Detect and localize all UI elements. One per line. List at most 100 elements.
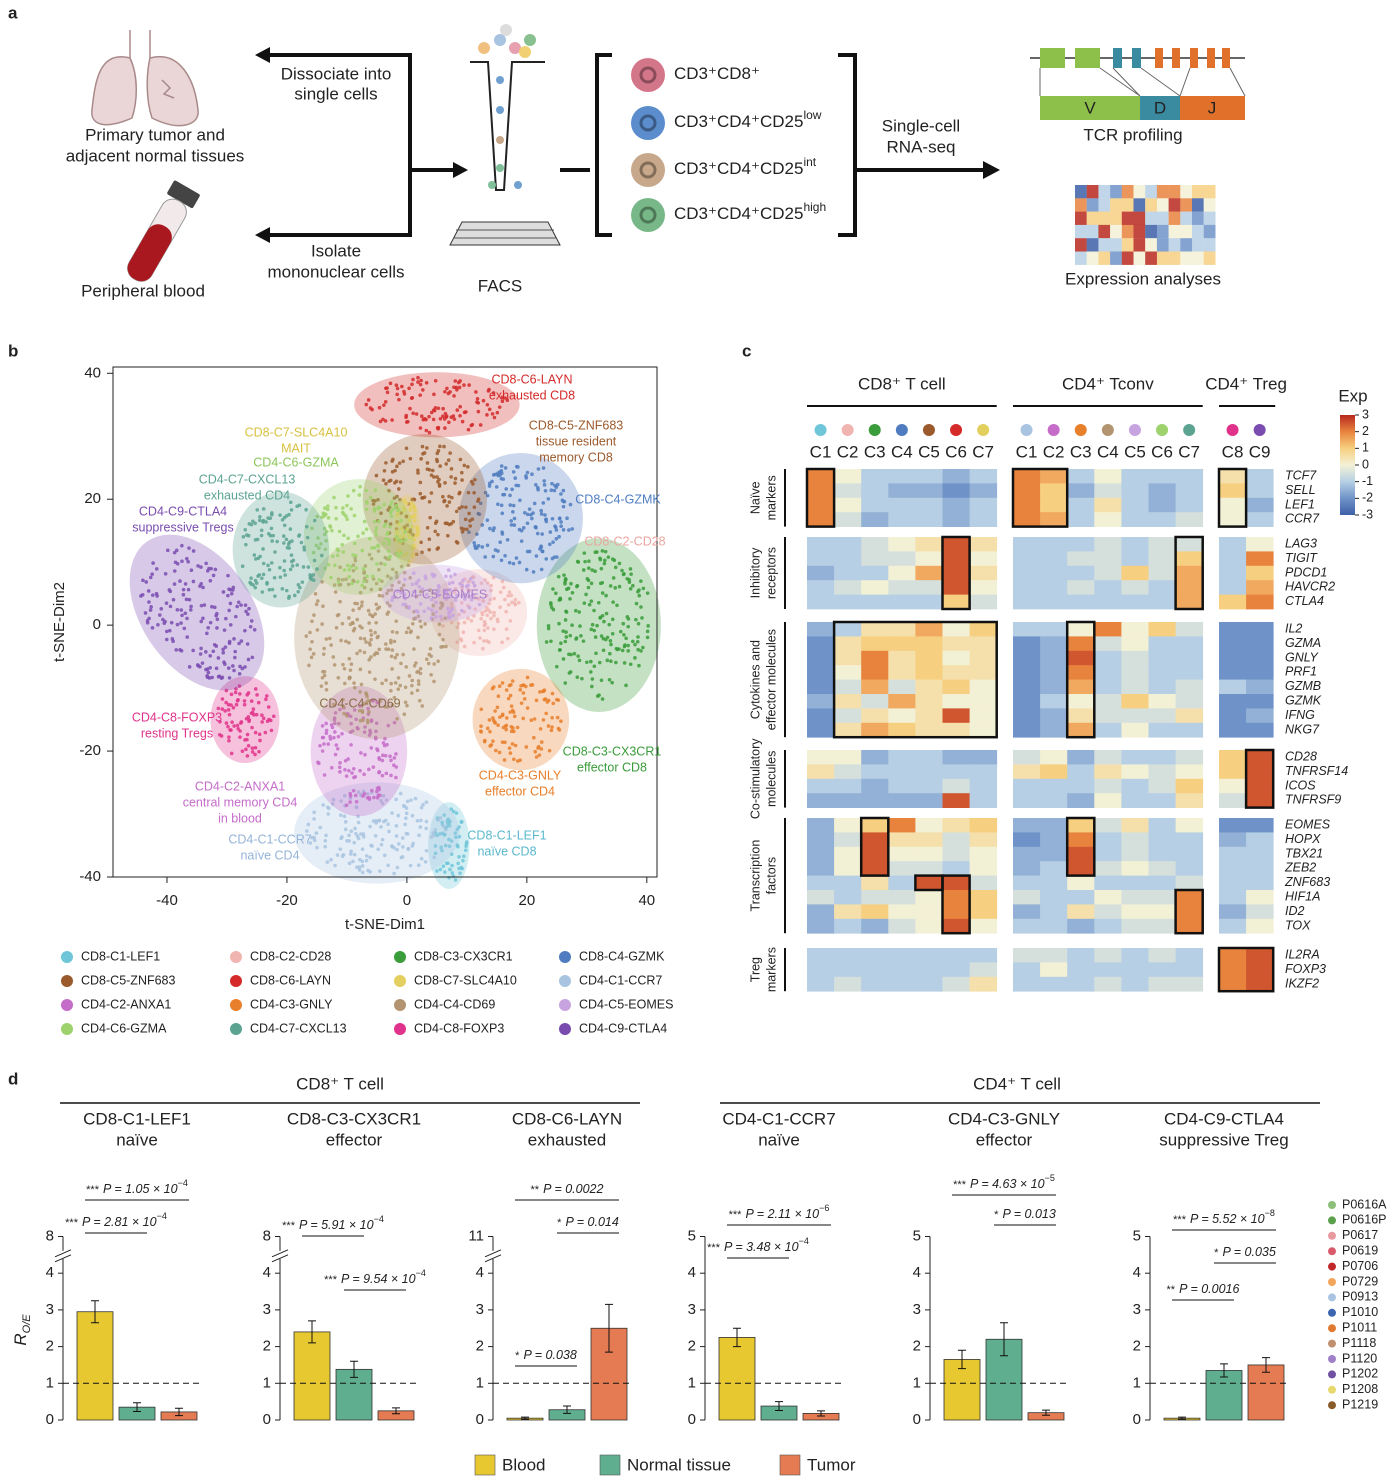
cell-dot [421,417,426,422]
cell-dot [429,673,433,677]
cell-dot [373,529,378,534]
cell-dot [254,712,259,717]
cell-dot [368,495,373,500]
cell-dot [467,530,471,534]
cell-dot [347,768,351,773]
cell-dot [238,735,242,739]
heat-cell [1067,750,1095,765]
cell-dot [384,481,388,486]
cell-dot [354,799,359,804]
cell-dot [267,567,272,572]
cell-dot [403,529,407,534]
label: P0616P [1342,1213,1386,1227]
mini-heat-cell [1203,198,1216,212]
cell-dot [146,589,151,593]
heat-cell [1175,622,1204,637]
heat-cell [1040,665,1068,680]
cell-dot [378,419,383,424]
cell-dot [433,827,438,832]
cell-dot [191,579,196,584]
cell-dot [389,640,393,645]
cell-dot [369,746,374,750]
heat-cell [1040,890,1068,905]
cell-dot [477,597,481,601]
cell-dot [180,559,184,564]
heat-cell [1246,904,1274,920]
cell-dot [443,616,448,621]
cell-dot [373,499,377,503]
cell-dot [500,399,505,404]
cell-dot [236,600,241,605]
cell-dot [492,596,496,601]
label: 5 [913,1227,921,1244]
cell-dot [211,573,216,578]
cell-dot [209,566,213,571]
label: 2 [263,1338,271,1355]
cell-dot [437,622,442,627]
heat-cell [1040,918,1068,934]
cell-dot [445,504,449,508]
heat-cell [969,551,998,567]
label: IL2 [1285,621,1302,635]
heat-cell [1121,962,1149,978]
cell-dot [229,692,234,697]
cell-dot [374,532,379,537]
cell-dot [397,461,402,465]
cell-dot [467,588,471,592]
cell-dot [438,444,442,449]
cell-dot [455,408,460,412]
heat-cell [1219,918,1247,934]
cell-dot [479,724,483,728]
cell-dot [455,541,460,545]
cell-dot [624,683,628,688]
label: 0 [688,1411,696,1428]
cell-dot [150,572,154,576]
cell-dot [312,838,317,843]
label: 2 [688,1338,696,1355]
cell-dot [410,382,414,387]
heat-cell [834,750,862,765]
cell-dot [282,541,286,545]
cell-dot [604,593,608,598]
heat-cell [1148,694,1176,709]
cell-dot [239,603,243,607]
heat-cell [942,861,970,876]
cell-dot [345,503,349,508]
cell-dot [376,847,380,852]
heat-cell [1094,818,1122,833]
heat-cell [807,793,835,808]
cell-dot [411,552,415,556]
cell-dot [429,597,434,602]
heat-cell [888,722,916,738]
cell-dot [244,609,248,614]
heat-cell [861,537,889,552]
cell-dot [429,410,434,415]
cell-dot [622,661,627,665]
label: Cytokines and [748,640,762,719]
heat-cell [969,764,998,780]
legend-dot [61,1023,73,1035]
cell-dot [575,584,579,589]
cell-dot [423,576,428,581]
cell-dot [331,702,336,707]
legend-swatch [599,1454,621,1476]
cell-dot [318,825,323,830]
cell-dot [250,725,254,730]
heat-cell [1219,764,1247,780]
cell-dot [639,649,643,653]
cell-dot [453,586,458,591]
heat-cell [969,875,998,891]
cell-dot [394,765,399,769]
cell-dot [405,527,410,532]
cell-dot [470,422,475,427]
cell-dot [444,596,448,601]
cell-dot [386,863,390,868]
heat-cell [1067,665,1095,680]
heat-cell [1013,679,1041,695]
heat-cell [1148,875,1176,891]
cell-dot [358,484,362,489]
cell-dot [443,832,447,837]
cell-dot [427,547,431,552]
label: CD8-C3-CX3CR1 [287,1109,421,1128]
heat-cell [1067,793,1095,808]
